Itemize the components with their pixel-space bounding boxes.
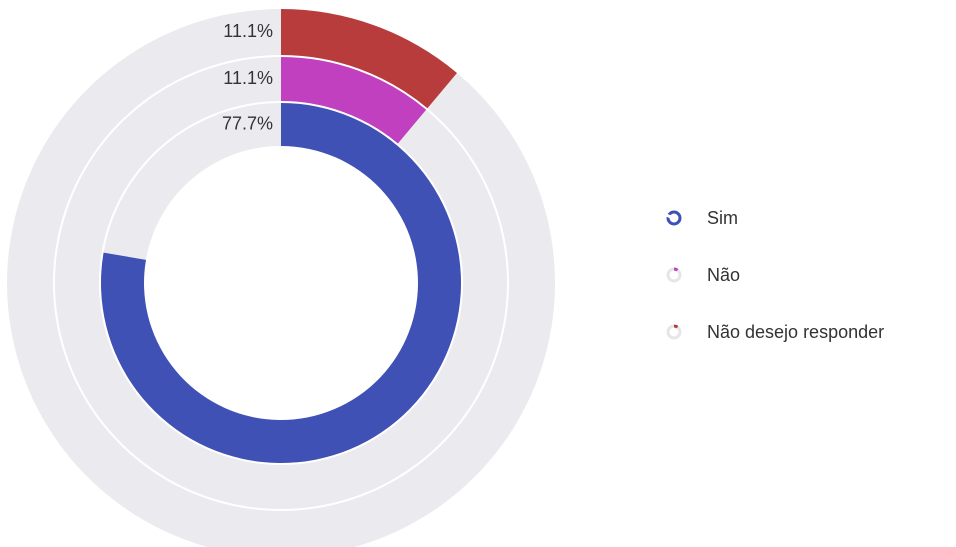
radial-bar (281, 57, 427, 144)
value-label: 77.7% (222, 113, 273, 133)
value-label: 11.1% (223, 21, 273, 41)
legend-label: Não (707, 265, 740, 285)
radial-bar (281, 9, 457, 109)
legend-icon-track (666, 267, 682, 283)
legend-item: Sim (665, 208, 738, 228)
legend-icon-gap (665, 213, 672, 219)
legend-icon-track (666, 324, 682, 340)
legend-icon-track (666, 210, 682, 226)
legend-label: Sim (707, 208, 738, 228)
legend-item: Não (666, 265, 740, 285)
legend-item: Não desejo responder (666, 322, 884, 342)
value-label: 11.1% (223, 68, 273, 88)
legend-label: Não desejo responder (707, 322, 884, 342)
legend-icon (673, 267, 679, 272)
legend-icon (673, 324, 679, 329)
